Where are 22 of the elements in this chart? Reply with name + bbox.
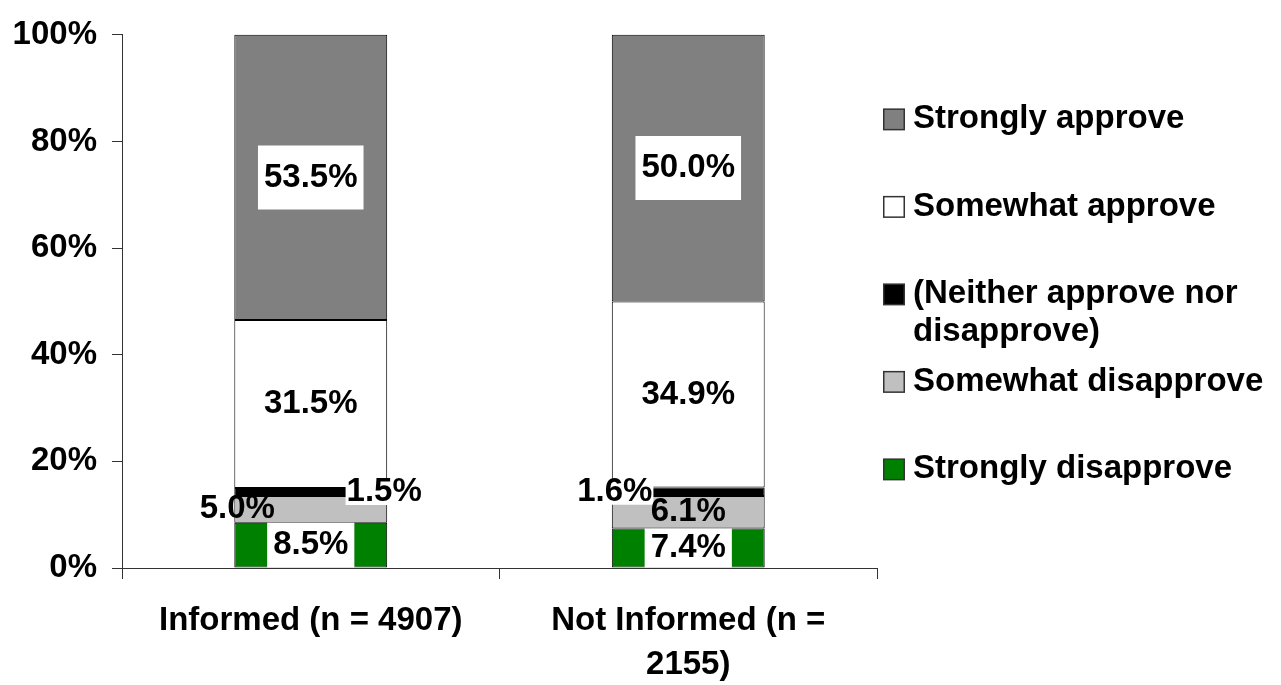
- x-tick-label: Informed (n = 4907): [159, 599, 463, 637]
- x-tick-label: Not Informed (n = 2155): [551, 599, 826, 682]
- y-tick-label: 0%: [49, 547, 97, 585]
- legend-label: Somewhat approve: [913, 185, 1216, 223]
- legend-label: (Neither approve nor disapprove): [913, 273, 1238, 349]
- data-label: 31.5%: [263, 383, 358, 421]
- legend-label: Somewhat disapprove: [913, 360, 1264, 398]
- data-label: 8.5%: [273, 524, 349, 562]
- data-label: 5.0%: [199, 488, 275, 526]
- data-label: 1.6%: [577, 470, 653, 508]
- y-tick-label: 40%: [30, 333, 97, 371]
- y-tick-label: 80%: [30, 120, 97, 158]
- legend-label: Strongly approve: [913, 98, 1185, 136]
- data-label: 53.5%: [263, 156, 358, 194]
- data-label: 1.5%: [346, 471, 422, 509]
- y-tick-label: 60%: [30, 227, 97, 265]
- legend-label: Strongly disapprove: [913, 448, 1233, 486]
- data-label: 7.4%: [650, 527, 726, 565]
- y-tick-label: 20%: [30, 440, 97, 478]
- y-tick-label: 100%: [12, 13, 97, 51]
- data-label: 50.0%: [641, 147, 736, 185]
- data-label: 34.9%: [641, 373, 736, 411]
